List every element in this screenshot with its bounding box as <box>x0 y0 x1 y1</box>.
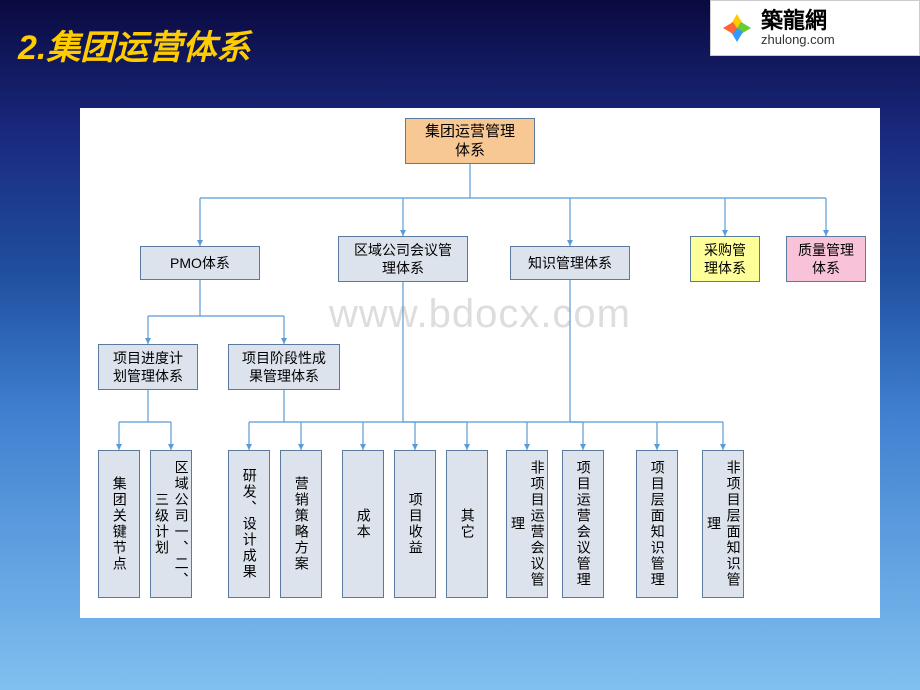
node-root: 集团运营管理体系 <box>405 118 535 164</box>
leaf-l9: 项目运营会议管理 <box>562 450 604 598</box>
leaf-l7: 其它 <box>446 450 488 598</box>
leaf-l8: 非项目运营会议管理 <box>506 450 548 598</box>
page-title: 2.集团运营体系 <box>18 20 250 69</box>
leaf-l6: 项目收益 <box>394 450 436 598</box>
logo-icon <box>719 10 755 46</box>
diagram-canvas: www.bdocx.com 集团运营管理体系PMO体系区域公司会议管理体系知识管… <box>80 108 880 618</box>
node-qual: 质量管理体系 <box>786 236 866 282</box>
leaf-l10: 项目层面知识管理 <box>636 450 678 598</box>
leaf-l1: 集团关键节点 <box>98 450 140 598</box>
leaf-l4: 营销策略方案 <box>280 450 322 598</box>
node-proc: 采购管理体系 <box>690 236 760 282</box>
node-sched: 项目进度计划管理体系 <box>98 344 198 390</box>
node-area: 区域公司会议管理体系 <box>338 236 468 282</box>
logo-en: zhulong.com <box>761 33 835 47</box>
leaf-l2: 区域公司一、二、三级计划 <box>150 450 192 598</box>
logo-cn: 築龍網 <box>761 9 835 33</box>
site-logo: 築龍網 zhulong.com <box>710 0 920 56</box>
leaf-l11: 非项目层面知识管理 <box>702 450 744 598</box>
node-stage: 项目阶段性成果管理体系 <box>228 344 340 390</box>
node-km: 知识管理体系 <box>510 246 630 280</box>
leaf-l3: 研发、设计成果 <box>228 450 270 598</box>
node-pmo: PMO体系 <box>140 246 260 280</box>
leaf-l5: 成本 <box>342 450 384 598</box>
